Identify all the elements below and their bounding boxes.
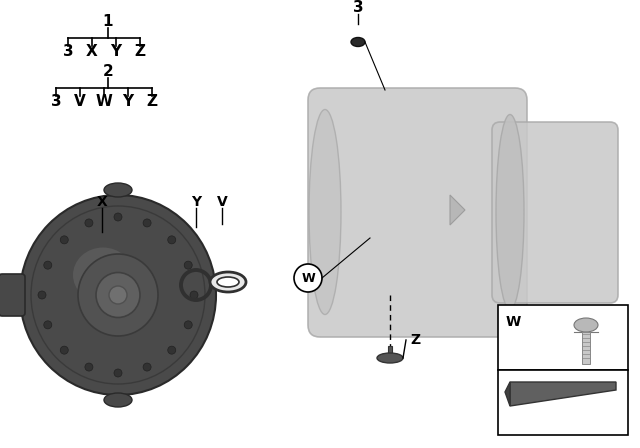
Ellipse shape (351, 38, 365, 47)
Ellipse shape (104, 183, 132, 197)
Ellipse shape (20, 195, 216, 395)
Circle shape (60, 346, 68, 354)
Text: Z: Z (410, 333, 420, 347)
Ellipse shape (210, 272, 246, 292)
Text: Z: Z (134, 44, 145, 60)
Circle shape (114, 369, 122, 377)
Circle shape (44, 321, 52, 329)
Circle shape (44, 261, 52, 269)
Text: Y: Y (111, 44, 122, 60)
Circle shape (114, 213, 122, 221)
Ellipse shape (217, 277, 239, 287)
Text: 3: 3 (63, 44, 74, 60)
Circle shape (143, 363, 151, 371)
Circle shape (168, 346, 176, 354)
Ellipse shape (104, 393, 132, 407)
Circle shape (184, 321, 192, 329)
Text: Y: Y (191, 195, 201, 209)
Ellipse shape (96, 272, 140, 318)
Text: W: W (506, 315, 521, 329)
Bar (388, 346, 392, 358)
Circle shape (168, 236, 176, 244)
Ellipse shape (38, 205, 214, 385)
Bar (582, 332, 590, 364)
Text: Z: Z (147, 95, 157, 109)
Bar (498, 305, 628, 370)
Ellipse shape (377, 353, 403, 363)
FancyBboxPatch shape (492, 122, 618, 303)
FancyBboxPatch shape (0, 274, 25, 316)
Circle shape (143, 219, 151, 227)
Text: 2: 2 (102, 65, 113, 79)
Circle shape (184, 261, 192, 269)
Ellipse shape (73, 247, 133, 302)
Ellipse shape (109, 286, 127, 304)
Circle shape (190, 291, 198, 299)
Polygon shape (510, 382, 616, 406)
Polygon shape (450, 195, 465, 225)
Text: V: V (216, 195, 227, 209)
Text: Y: Y (122, 95, 134, 109)
Text: 3: 3 (353, 0, 364, 16)
Text: W: W (95, 95, 113, 109)
Text: W: W (301, 271, 315, 284)
Bar (498, 370, 628, 435)
Circle shape (85, 219, 93, 227)
Ellipse shape (574, 318, 598, 332)
Circle shape (38, 291, 46, 299)
FancyBboxPatch shape (308, 88, 527, 337)
Text: V: V (74, 95, 86, 109)
Text: 3: 3 (51, 95, 61, 109)
Polygon shape (505, 382, 510, 406)
Text: X: X (97, 195, 108, 209)
Text: X: X (86, 44, 98, 60)
Circle shape (294, 264, 322, 292)
Ellipse shape (496, 115, 524, 310)
Ellipse shape (78, 254, 158, 336)
Circle shape (85, 363, 93, 371)
Ellipse shape (309, 109, 341, 314)
Circle shape (60, 236, 68, 244)
Text: 1: 1 (103, 14, 113, 30)
